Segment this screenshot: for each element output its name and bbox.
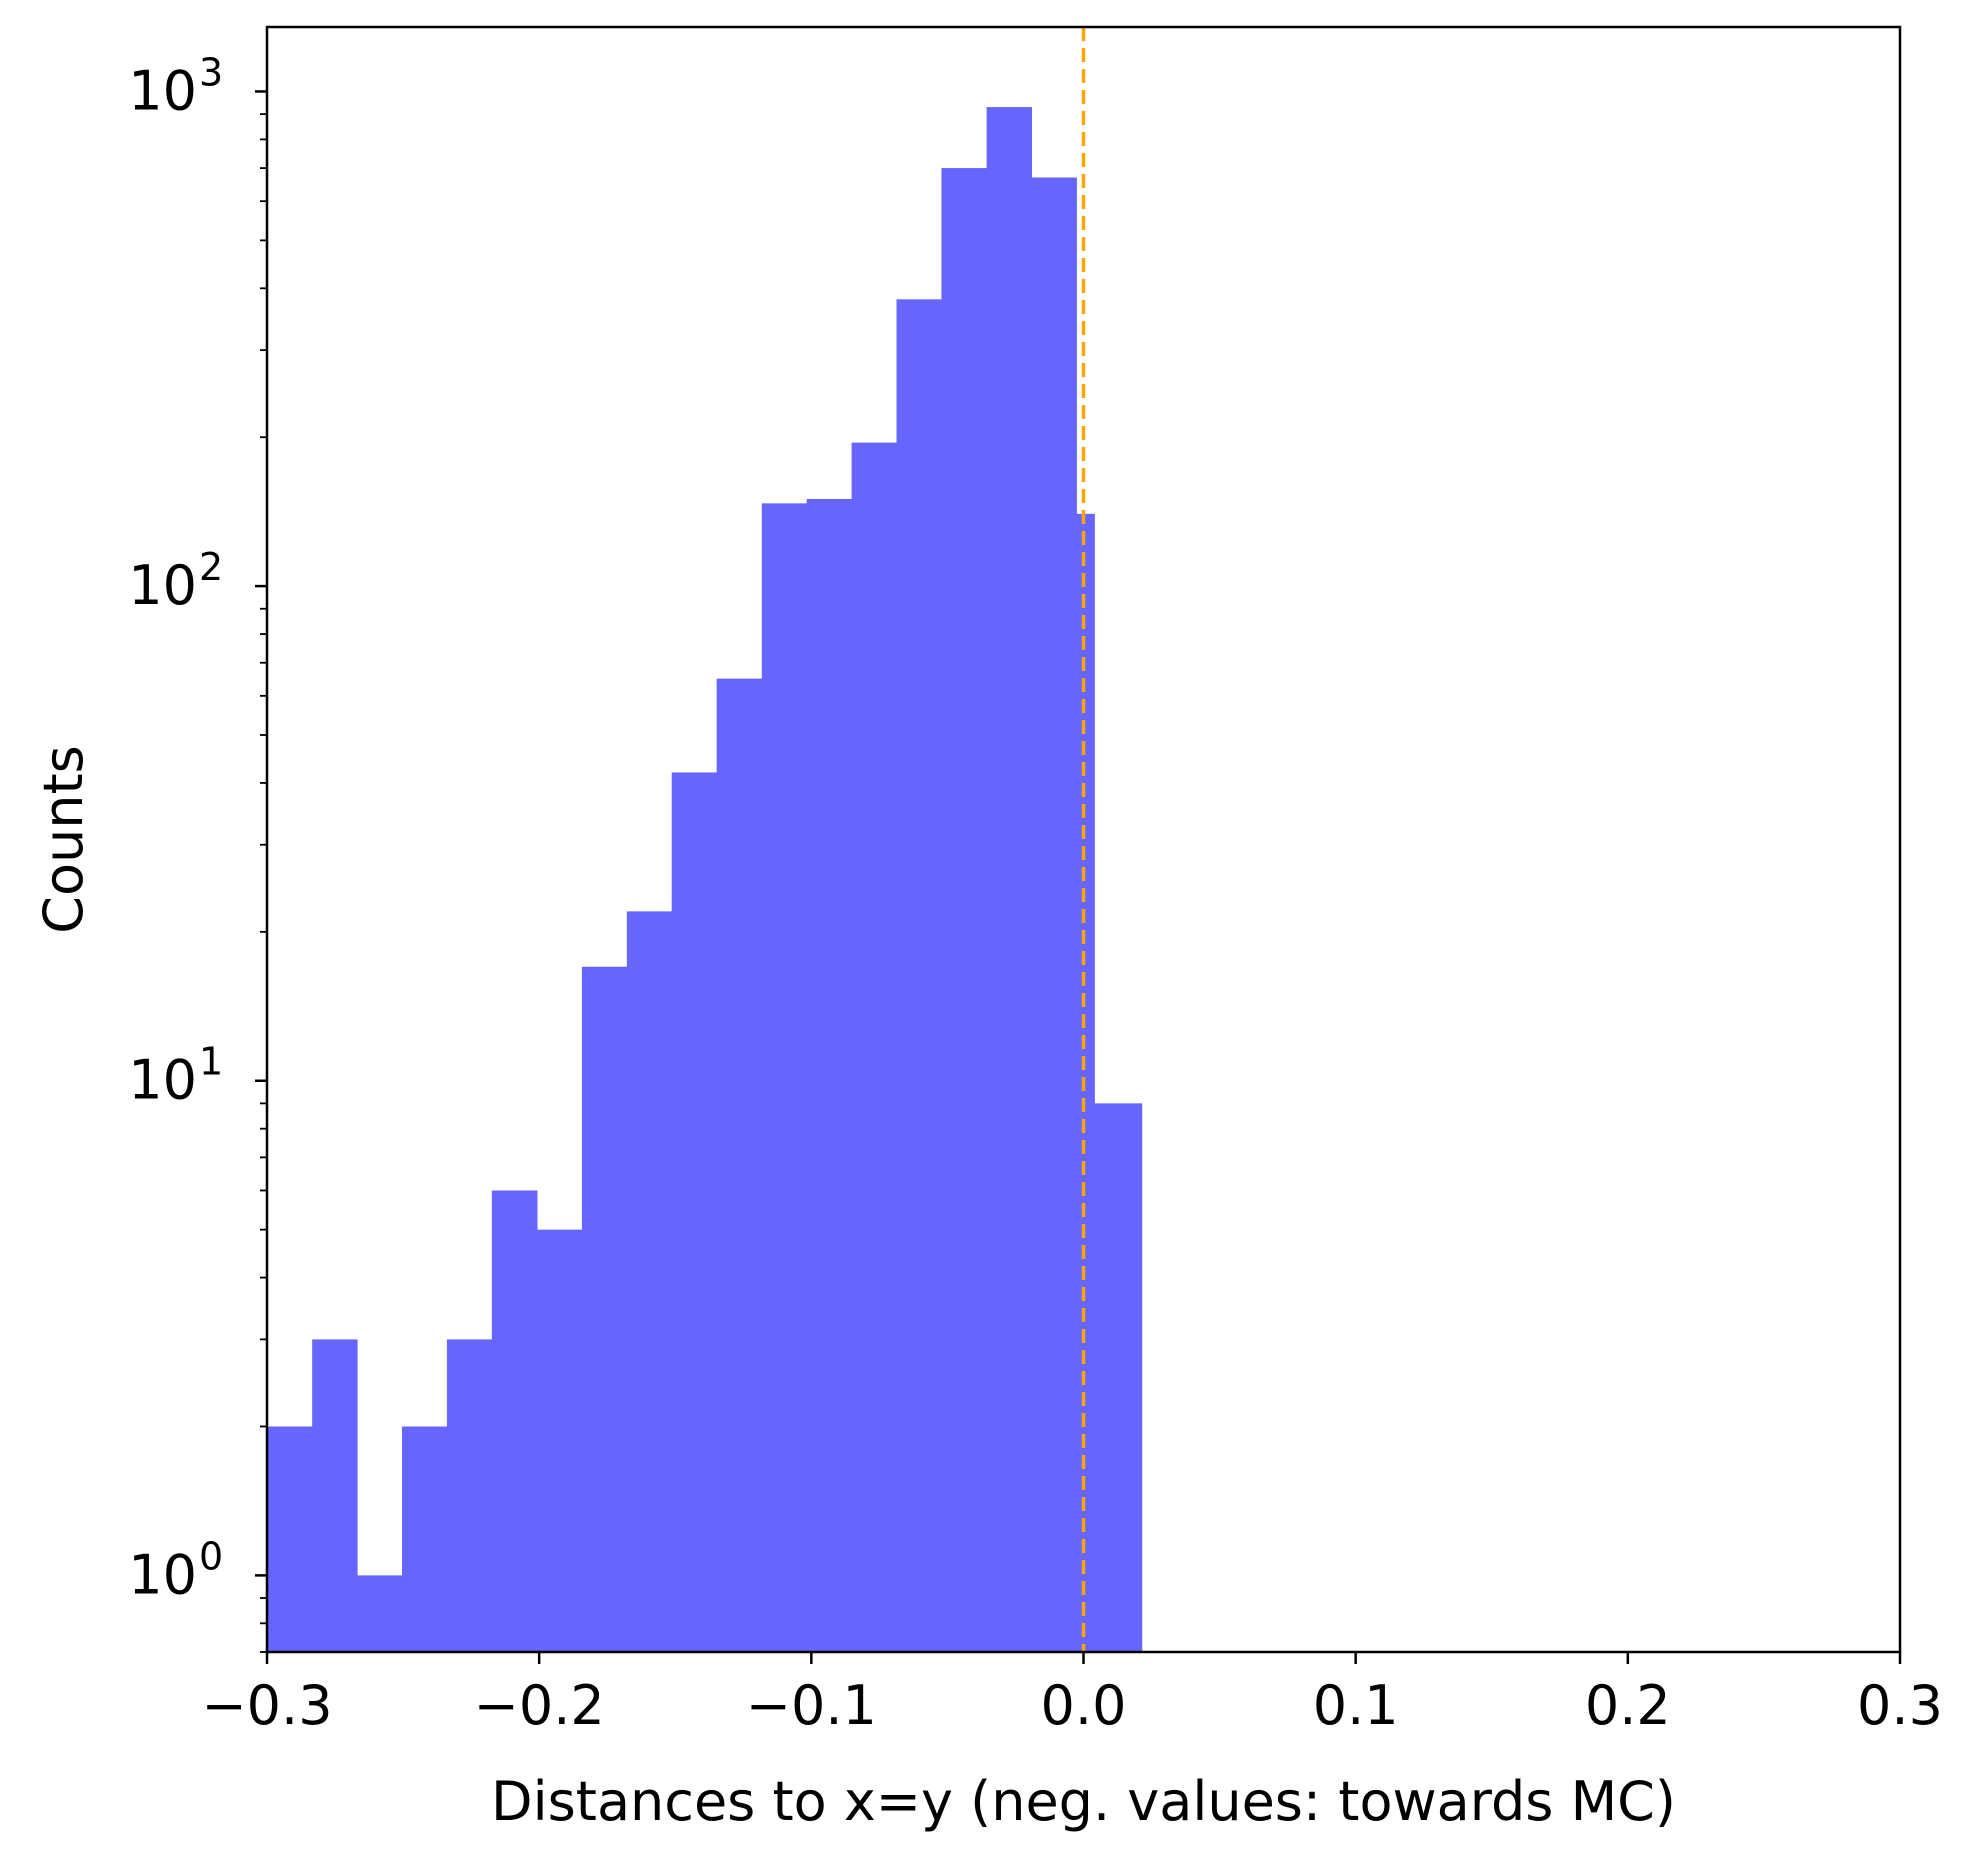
x-axis-ticks: −0.3 −0.2 −0.1 0.0 0.1 0.2 0.3 bbox=[201, 1652, 1943, 1737]
y-tick-exponent: 0 bbox=[199, 1534, 223, 1578]
histogram-bars bbox=[267, 107, 1143, 1653]
x-tick-label: 0.0 bbox=[1041, 1674, 1127, 1737]
y-tick-label: 10 bbox=[128, 554, 197, 617]
histogram-bar bbox=[446, 1339, 493, 1652]
histogram-bar bbox=[581, 966, 628, 1652]
histogram-bar bbox=[626, 911, 673, 1652]
histogram-bar bbox=[312, 1339, 358, 1652]
y-tick-label: 10 bbox=[128, 1543, 197, 1606]
histogram-bar bbox=[491, 1190, 538, 1652]
y-tick-exponent: 3 bbox=[199, 50, 223, 94]
histogram-bar bbox=[267, 1426, 313, 1652]
y-tick-label: 10 bbox=[128, 1049, 197, 1112]
y-tick-exponent: 1 bbox=[199, 1040, 223, 1084]
histogram-bar bbox=[401, 1426, 448, 1652]
histogram-bar bbox=[851, 442, 898, 1652]
histogram-bar bbox=[357, 1575, 403, 1652]
x-tick-label: −0.1 bbox=[746, 1674, 877, 1737]
x-tick-label: 0.1 bbox=[1313, 1674, 1399, 1737]
y-axis-title: Counts bbox=[32, 745, 95, 934]
x-tick-label: −0.3 bbox=[201, 1674, 332, 1737]
histogram-bar bbox=[1094, 1103, 1143, 1652]
histogram-bar bbox=[1031, 177, 1077, 1653]
histogram-bar bbox=[806, 499, 853, 1652]
x-tick-label: 0.3 bbox=[1857, 1674, 1943, 1737]
histogram-bar bbox=[716, 678, 763, 1652]
x-tick-label: −0.2 bbox=[474, 1674, 605, 1737]
histogram-bar bbox=[1076, 513, 1095, 1652]
histogram-bar bbox=[761, 503, 808, 1653]
histogram-bar bbox=[986, 107, 1033, 1652]
histogram-bar bbox=[671, 772, 718, 1652]
x-tick-label: 0.2 bbox=[1585, 1674, 1671, 1737]
histogram-bar bbox=[896, 299, 942, 1652]
y-tick-label: 10 bbox=[128, 59, 197, 122]
y-tick-exponent: 2 bbox=[199, 545, 223, 589]
histogram-bar bbox=[536, 1229, 583, 1652]
x-axis-title: Distances to x=y (neg. values: towards M… bbox=[491, 1770, 1676, 1833]
histogram-bar bbox=[941, 168, 988, 1652]
